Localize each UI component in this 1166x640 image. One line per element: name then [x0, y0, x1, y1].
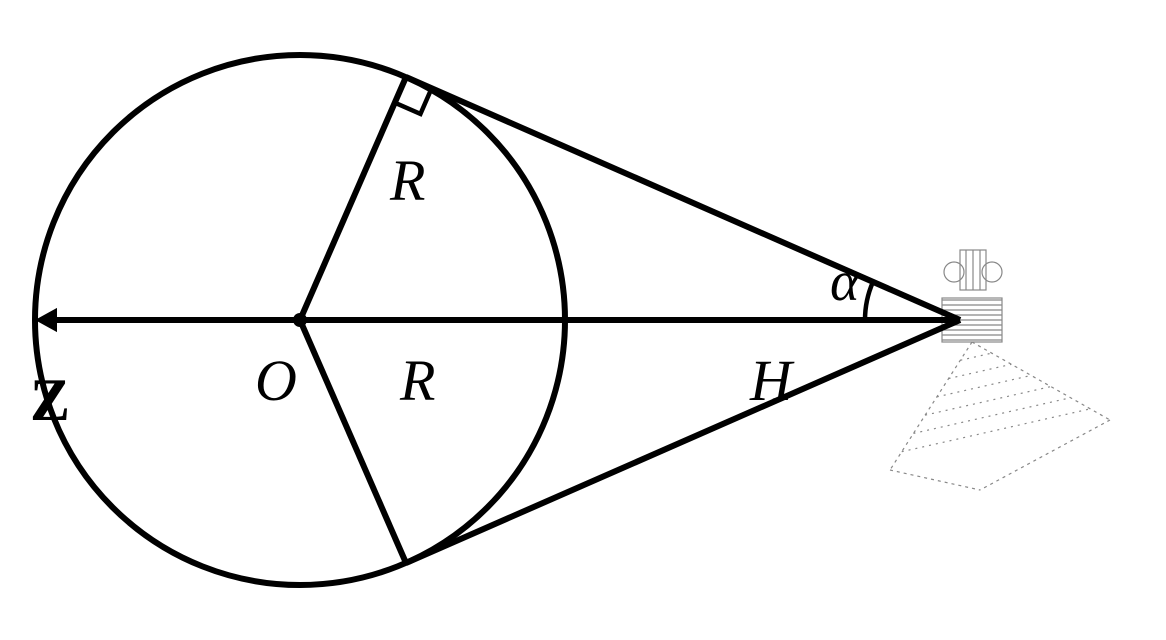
z-axis-arrowhead: [35, 308, 57, 332]
label-R_up: R: [389, 148, 425, 213]
radius-bottom: [300, 320, 406, 563]
label-H: H: [749, 348, 795, 413]
alpha-angle-arc: [865, 282, 873, 320]
label-Z: Z: [30, 367, 70, 433]
label-R_mid: R: [399, 348, 435, 413]
tangent-line-bottom: [406, 320, 960, 563]
label-alpha: α: [830, 251, 861, 313]
label-O: O: [255, 348, 297, 413]
tangent-line-top: [406, 77, 960, 320]
center-point: [293, 313, 307, 327]
satellite-icon: [890, 250, 1110, 490]
geometry-diagram: Z O R R Hα: [0, 0, 1166, 640]
